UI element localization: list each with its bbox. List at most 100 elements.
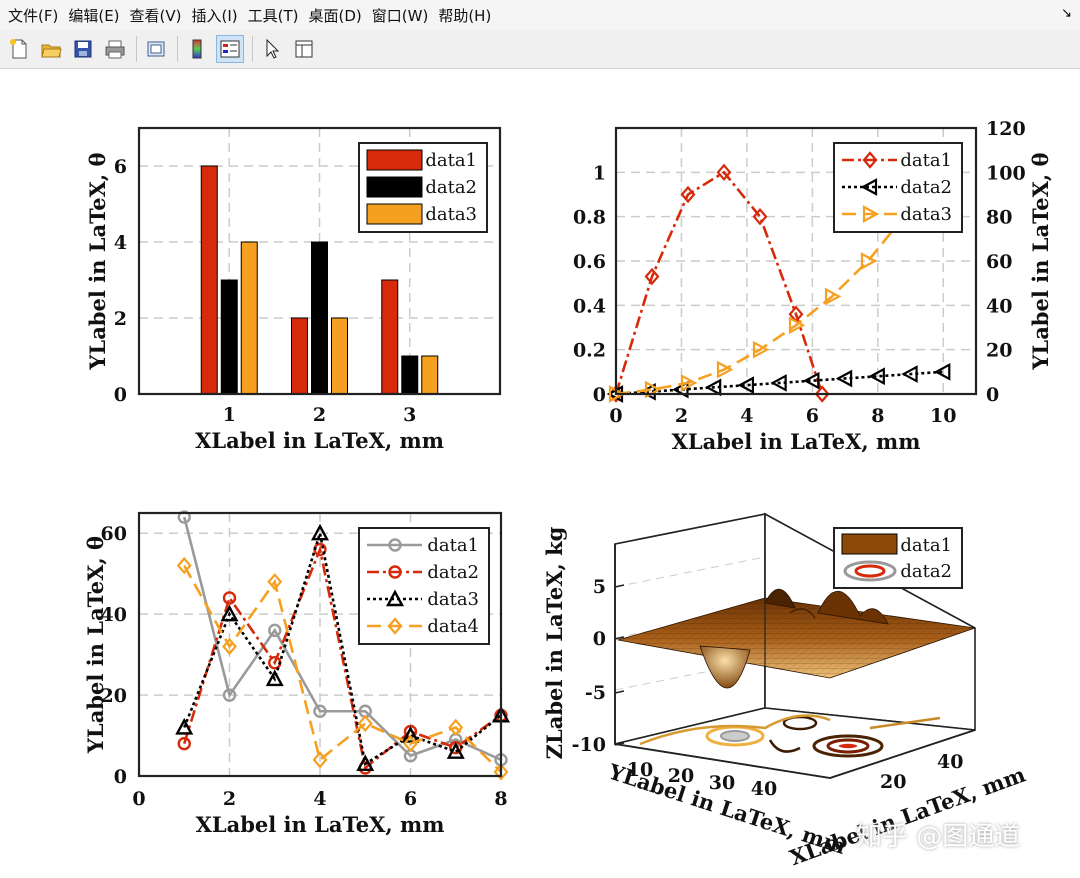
y-right-tick-label: 80 (986, 207, 1012, 229)
save-icon[interactable] (70, 36, 96, 62)
z-tick (614, 584, 625, 588)
pointer-icon[interactable] (259, 36, 285, 62)
data-point-data3 (716, 360, 734, 379)
series-line-data2 (616, 370, 944, 394)
data-point-data3 (680, 374, 698, 392)
data-point-data3 (824, 287, 842, 306)
x-tick-label: 10 (930, 405, 956, 427)
floor-contour (869, 716, 941, 730)
y-axis-line (614, 743, 831, 779)
menu-item-1[interactable]: 编辑(E) (68, 6, 120, 25)
x-tick-label: 0 (132, 788, 145, 810)
x-axis-label: XLabel in LaTeX, mm (196, 812, 445, 837)
data-point-data1 (752, 207, 768, 226)
colorbar-icon[interactable] (184, 36, 210, 62)
y-tick-label: 40 (101, 604, 127, 626)
data-point-data1 (680, 185, 696, 204)
y-tick-label: 6 (114, 156, 127, 178)
legend-marker-data3 (862, 205, 880, 223)
data-point-data3 (446, 742, 465, 759)
legend-marker-data2 (860, 178, 878, 196)
property-inspector-icon[interactable] (291, 36, 317, 62)
y-right-tick-label: 100 (986, 162, 1026, 184)
data-point-data2 (770, 374, 787, 392)
legend-label-data4: data4 (427, 616, 479, 637)
menu-item-3[interactable]: 插入(I) (191, 6, 238, 25)
data-point-data2 (704, 378, 722, 397)
data-point-data3 (175, 717, 194, 735)
new-file-icon[interactable] (6, 36, 32, 62)
axes-box (137, 126, 502, 396)
data-point-data3 (860, 252, 878, 270)
y-right-tick-label: 20 (986, 340, 1012, 362)
legend-label-data1: data1 (425, 150, 477, 171)
toolbar-separator (177, 36, 178, 62)
data-point-data1 (716, 163, 732, 182)
menu-item-4[interactable]: 工具(T) (247, 6, 299, 25)
legend-marker-data3 (385, 589, 405, 607)
data-point-data2 (222, 591, 237, 605)
legend-label-data1: data1 (900, 535, 952, 556)
figure-canvas: 0 2 4 6 1 2 3 data1 data2 data3 XLabel in LaTeX, m… (83, 118, 1053, 870)
data-point-data1 (268, 623, 282, 638)
y-tick-label: 1 (593, 162, 606, 184)
y-right-axis-label: YLabel in LaTeX, θ (1028, 152, 1053, 370)
series-line-data2 (183, 544, 502, 771)
legend-icon[interactable] (216, 35, 244, 63)
surface-peak (764, 588, 796, 609)
z-tick (614, 636, 625, 640)
data-point-data3 (401, 726, 420, 743)
data-point-data1 (313, 704, 327, 718)
bar-chart-panel: 0 2 4 6 1 2 3 data1 data2 data3 XLabel in LaTeX, m… (85, 126, 502, 453)
line-chart-panel: 0 20 40 60 0 2 4 6 8 data1 data2 data3 data4 XLabel i… (83, 510, 511, 837)
menu-item-2[interactable]: 查看(V) (129, 6, 182, 25)
print-preview-icon[interactable] (143, 36, 169, 62)
y-tick-label: 0.2 (573, 340, 606, 362)
surface-peak (817, 590, 889, 625)
data-point-data3 (788, 316, 806, 335)
menu-item-5[interactable]: 桌面(D) (308, 6, 362, 25)
y-axis-label: YLabel in LaTeX, θ (83, 536, 108, 754)
menu-item-6[interactable]: 窗口(W) (371, 6, 429, 25)
x-tick-label: 3 (403, 404, 416, 426)
y-right-tick-label: 0 (986, 384, 999, 406)
watermark: 知乎 @图通道 (856, 822, 1021, 852)
axes-box (614, 126, 978, 396)
legend-box (358, 527, 490, 645)
x-axis-line (829, 729, 976, 779)
bar-data2-3 (401, 355, 419, 395)
back-edge (614, 513, 766, 545)
data-point-data2 (803, 371, 820, 390)
x-tick-label: 2 (223, 788, 236, 810)
surface-mesh (618, 598, 975, 678)
data-point-data4 (267, 573, 283, 591)
z-tick-label: -5 (585, 682, 606, 704)
data-point-data3 (752, 340, 770, 359)
menu-item-7[interactable]: 帮助(H) (438, 6, 492, 25)
open-folder-icon[interactable] (38, 36, 64, 62)
y-tick-label: 40 (751, 778, 777, 800)
legend-label-data2: data2 (427, 562, 479, 583)
data-point-data2 (177, 736, 191, 751)
menu-item-0[interactable]: 文件(F) (8, 6, 59, 25)
x-tick-label: 8 (871, 405, 884, 427)
y-tick-label: 0 (593, 384, 606, 406)
legend-label-data1: data1 (900, 150, 952, 171)
series-line-data1 (182, 516, 502, 762)
y-tick-label: 20 (668, 765, 694, 787)
floor-contour (812, 734, 884, 758)
y-right-tick-label: 60 (986, 251, 1012, 273)
legend-swatch-data2 (843, 560, 897, 582)
legend-label-data2: data2 (900, 561, 952, 582)
series-line-data3 (616, 215, 906, 394)
data-point-data3 (265, 669, 284, 687)
y-tick-label: 0.6 (573, 251, 606, 273)
data-point-data4 (448, 718, 464, 737)
data-point-data2 (901, 365, 918, 383)
menu-dock-arrow[interactable]: ↘ (1061, 6, 1072, 21)
y-tick-label: 4 (114, 232, 127, 254)
print-icon[interactable] (102, 36, 128, 62)
legend-swatch-data2 (366, 176, 423, 198)
legend-swatch-data2 (854, 564, 886, 578)
